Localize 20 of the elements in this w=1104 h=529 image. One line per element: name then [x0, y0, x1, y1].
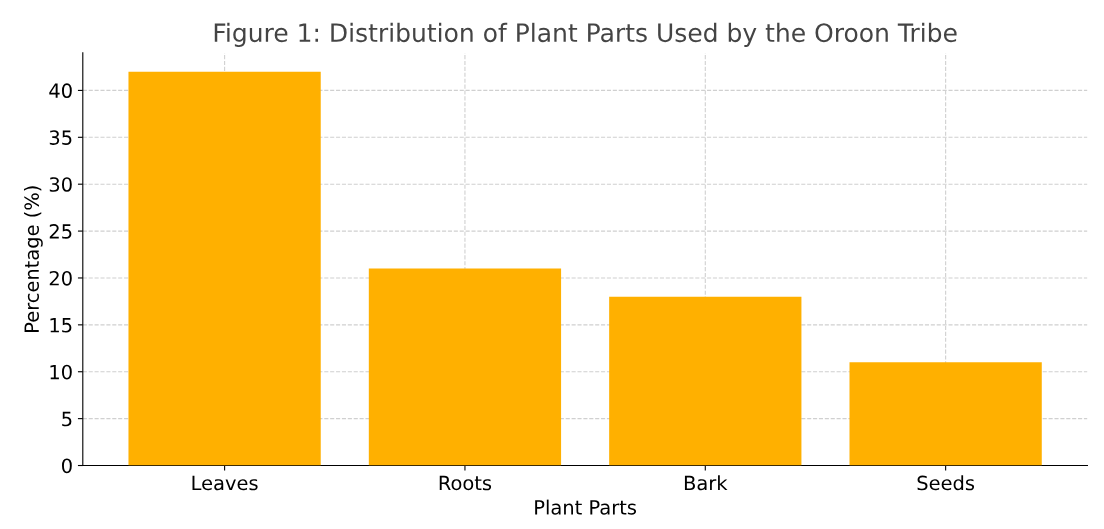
y-tick-label: 25	[49, 224, 72, 239]
y-tick-label: 0	[61, 458, 72, 474]
y-axis-title: Percentage (%)	[23, 186, 43, 332]
x-tick-label: Seeds	[917, 475, 975, 491]
y-tick-label: 10	[50, 364, 72, 380]
chart-title: Figure 1: Distribution of Plant Parts Used by the Oroon Tribe	[214, 22, 957, 47]
y-tick-label: 35	[49, 130, 72, 145]
bar	[609, 296, 802, 466]
bar	[128, 71, 321, 466]
x-tick-label: Roots	[439, 475, 492, 491]
y-tick-label: 30	[49, 177, 72, 192]
y-tick-label: 5	[62, 411, 72, 427]
bar	[849, 362, 1042, 466]
y-tick-label: 20	[49, 270, 72, 286]
x-tick-label: Leaves	[192, 475, 258, 491]
y-tick-label: 15	[50, 318, 72, 333]
x-tick-label: Bark	[684, 475, 728, 491]
y-tick-label: 40	[49, 83, 72, 99]
bar	[368, 268, 562, 466]
x-axis-title: Plant Parts	[535, 499, 637, 515]
